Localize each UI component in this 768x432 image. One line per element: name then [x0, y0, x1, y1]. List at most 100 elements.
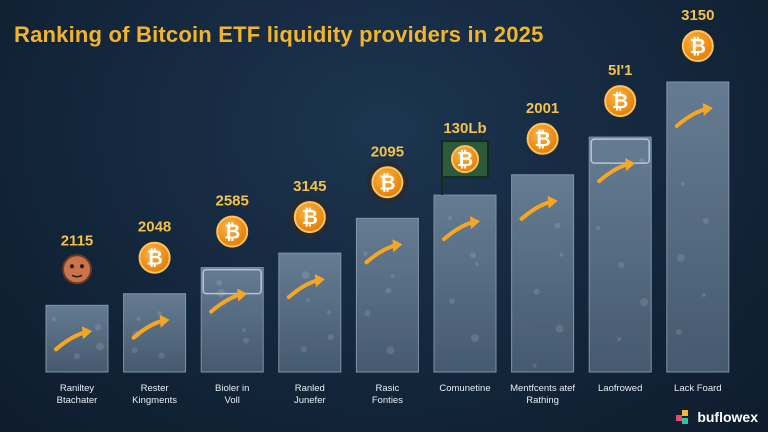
- bar-bubble: [242, 328, 247, 333]
- bar-bubble: [448, 216, 452, 221]
- bar-bubble: [617, 337, 622, 342]
- coin-body: [371, 166, 404, 199]
- category-label: Kingments: [132, 395, 177, 406]
- bar-bubble: [74, 353, 80, 360]
- bar: [588, 136, 652, 373]
- value-label: 5I'1: [608, 62, 632, 79]
- up-trend-arrow-head: [702, 103, 713, 116]
- coin-glyph: ₿: [457, 147, 473, 171]
- bar: [200, 267, 264, 373]
- category-label: Rathing: [526, 395, 559, 406]
- coin-glyph: ₿: [146, 246, 162, 270]
- bar-bubble: [364, 310, 371, 317]
- person-avatar-icon: [62, 254, 92, 285]
- coin-body: [526, 122, 559, 155]
- category-label: Ranled: [295, 383, 325, 394]
- bar-bubble: [131, 347, 138, 354]
- up-trend-arrow-head: [547, 195, 558, 209]
- bar-bubble: [216, 279, 223, 286]
- bar-bubble: [158, 352, 165, 359]
- bar-bubble: [533, 288, 540, 295]
- value-label: 2095: [371, 143, 404, 160]
- up-trend-arrow-head: [82, 326, 92, 340]
- face-eye: [80, 264, 84, 269]
- bar-bubble: [449, 298, 455, 305]
- bar-bubble: [555, 324, 564, 333]
- up-trend-arrow-head: [237, 288, 248, 302]
- bar-bubble: [300, 346, 307, 353]
- bar-bubble: [596, 226, 601, 231]
- up-trend-arrow-head: [625, 158, 636, 172]
- coin-body: [604, 85, 637, 118]
- bar-bubble: [701, 293, 706, 297]
- bar-bubble: [363, 251, 368, 256]
- coin-body: [681, 30, 714, 62]
- bar-bubble: [52, 317, 56, 322]
- value-label: 2115: [61, 232, 94, 249]
- value-label: 2001: [526, 100, 559, 117]
- bar-bubble: [326, 310, 331, 315]
- bar-bubble: [157, 311, 162, 316]
- bar-bubble: [702, 218, 709, 224]
- bar-bubble: [470, 252, 476, 259]
- value-label: 3150: [681, 7, 714, 24]
- coin-body: [451, 145, 479, 174]
- brand-name: buflowex: [697, 409, 758, 425]
- bar-bubble: [385, 287, 392, 294]
- coin-glyph: ₿: [534, 127, 550, 151]
- chart-title: Ranking of Bitcoin ETF liquidity provide…: [14, 22, 544, 47]
- coin-body: [138, 241, 171, 274]
- category-label: Mentfcents atef: [510, 383, 575, 394]
- up-trend-arrow-icon: [54, 331, 84, 352]
- coin-glyph: ₿: [612, 89, 628, 113]
- bar-bubble: [243, 337, 250, 344]
- coin-glyph: ₿: [224, 220, 240, 244]
- up-trend-arrow-icon: [209, 293, 240, 314]
- bar-bubble: [305, 298, 310, 303]
- bar-bubble: [559, 252, 564, 257]
- face-mouth: [71, 274, 83, 278]
- coin-glyph: ₿: [379, 170, 395, 194]
- bitcoin-icon: ₿: [451, 145, 479, 174]
- up-trend-arrow-icon: [442, 221, 472, 242]
- value-label: 3145: [293, 178, 326, 195]
- bar-bubble: [680, 182, 685, 186]
- bar-bubble: [327, 334, 334, 341]
- up-trend-arrow-icon: [597, 163, 628, 184]
- bar-tray: [202, 268, 262, 295]
- category-label: Bioler in: [215, 383, 249, 394]
- bar-bubble: [136, 316, 141, 321]
- value-label: 2048: [138, 219, 171, 236]
- up-trend-arrow-head: [314, 274, 325, 288]
- bitcoin-icon: ₿: [138, 241, 171, 274]
- up-trend-arrow-icon: [674, 108, 705, 128]
- bar-bubble: [554, 222, 561, 229]
- bitcoin-icon: ₿: [289, 196, 331, 238]
- bar: [666, 81, 730, 373]
- bar: [433, 194, 497, 373]
- value-label: 2585: [216, 193, 249, 210]
- category-label: Voll: [225, 395, 240, 406]
- bar-bubble: [96, 342, 104, 351]
- up-trend-arrow-head: [159, 314, 170, 328]
- category-label: Comunetine: [439, 383, 490, 394]
- coin-body: [293, 201, 326, 234]
- bar-bubble: [676, 254, 685, 262]
- up-trend-arrow-icon: [286, 279, 317, 300]
- category-label: Rasic: [376, 383, 400, 394]
- bar-bubble: [471, 334, 479, 343]
- bar: [278, 252, 342, 373]
- bar-tray: [590, 138, 650, 164]
- brand-icon: [676, 410, 689, 424]
- bar-bubble: [301, 271, 310, 280]
- value-label: 130Lb: [443, 120, 486, 137]
- bar-bubble: [640, 298, 649, 307]
- up-trend-arrow-head: [392, 239, 403, 253]
- coin-body: [216, 215, 249, 248]
- bitcoin-icon: ₿: [681, 30, 714, 62]
- bitcoin-icon: ₿: [526, 122, 559, 155]
- bar-bubble: [386, 346, 395, 355]
- up-trend-arrow-icon: [131, 319, 162, 340]
- category-label: Lack Foard: [674, 383, 722, 394]
